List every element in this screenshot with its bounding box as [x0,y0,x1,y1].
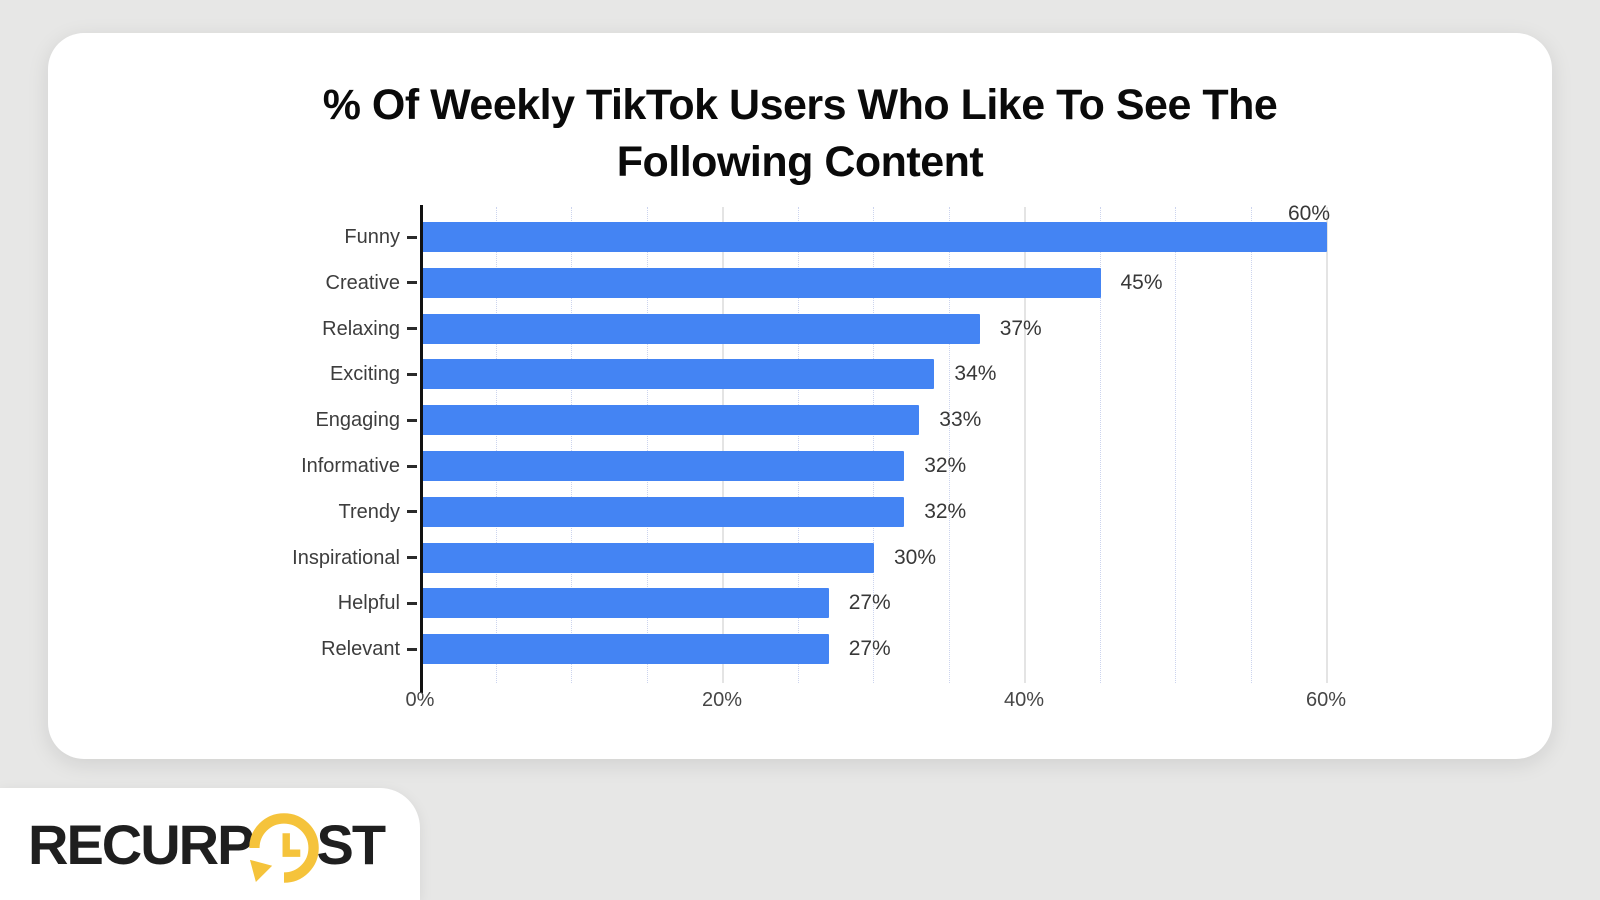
bar [421,405,920,436]
bar-value-label: 27% [848,591,891,615]
bar [421,222,1327,252]
category-label: Trendy [338,500,400,523]
gridline [1099,207,1101,683]
x-axis-tick-label: 0% [405,689,435,711]
bar [421,267,1101,298]
gridline [873,207,874,683]
x-axis-tick-label: 60% [1305,689,1347,711]
gridline [1326,207,1328,683]
y-axis-line [420,205,423,693]
bar-value-label: 32% [924,454,967,477]
axis-tick [407,464,417,468]
category-label: Relaxing [322,317,400,340]
bar-chart: Funny 60% Creative 45% Relaxing 37% Exciting 34… [48,202,1552,737]
chart-title-line-2: Following Content [616,138,984,186]
gridline [571,207,572,683]
bar-value-label: 27% [848,637,891,661]
logo-text-recurp: RECURP [28,812,254,876]
axis-tick [407,556,417,560]
x-axis-tick-label: 40% [1003,689,1045,711]
category-label: Inspirational [292,546,400,569]
category-label: Creative [325,271,400,294]
axis-tick [407,327,417,331]
category-label: Relevant [321,638,400,661]
category-label: Exciting [329,363,400,386]
axis-tick [407,281,417,285]
category-label: Informative [301,455,400,477]
x-axis-tick-label: 20% [701,689,743,711]
gridline [646,207,648,683]
chart-title: % Of Weekly TikTok Users Who Like To See… [48,77,1552,191]
axis-tick [407,601,417,605]
gridline [797,207,799,683]
bar [421,542,874,573]
axis-tick [407,647,417,651]
bar-value-label: 37% [999,316,1042,340]
bar-value-label: 60% [1287,202,1330,225]
gridline [1024,207,1026,683]
recurpost-logo: RECURP ST [28,807,386,883]
gridline [948,207,950,683]
axis-tick [407,235,417,239]
bar-value-label: 32% [924,499,967,523]
category-label: Helpful [337,592,400,615]
bar-value-label: 45% [1120,270,1163,294]
axis-tick [407,510,417,514]
bar [421,588,829,619]
chart-card: % Of Weekly TikTok Users Who Like To See… [48,33,1552,759]
category-label: Engaging [315,409,400,432]
bar-value-label: 34% [954,362,997,386]
bar-value-label: 33% [939,408,982,432]
gridline [722,207,724,683]
bar-value-label: 30% [894,545,937,569]
bar [421,496,905,527]
axis-tick [407,418,417,422]
bar [421,313,980,344]
bar [421,634,829,665]
bar [421,359,935,390]
gridline [1175,207,1176,683]
logo-card: RECURP ST [0,788,420,900]
logo-text-st: ST [316,812,386,876]
category-label: Funny [344,226,400,248]
bar [421,451,905,481]
axis-tick [407,372,417,376]
chart-title-line-1: % Of Weekly TikTok Users Who Like To See… [322,81,1278,129]
gridline [495,207,497,683]
clock-refresh-icon [249,813,320,883]
gridline [1250,207,1252,683]
